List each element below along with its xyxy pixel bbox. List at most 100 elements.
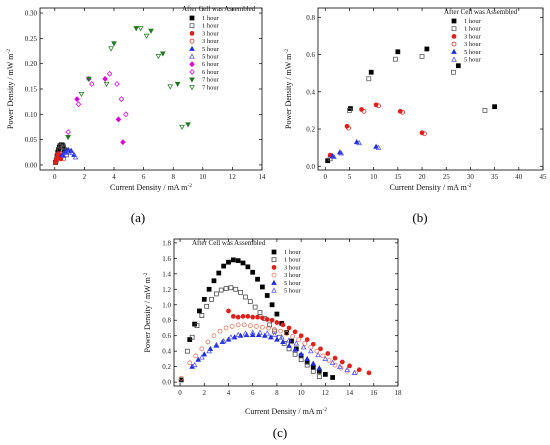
data-point bbox=[356, 139, 362, 146]
data-point bbox=[209, 296, 214, 302]
x-tick-label: 0 bbox=[53, 173, 57, 181]
data-point bbox=[395, 49, 401, 55]
data-point bbox=[284, 331, 289, 336]
data-point bbox=[325, 351, 331, 356]
panel-a: 0 2 4 6 8 10 12 14 0.00 0.05 0.10 0.15 0.20 0.25 0.30 C… bbox=[6, 5, 266, 225]
legend-label: 5 hour bbox=[202, 46, 220, 53]
data-point bbox=[332, 362, 338, 368]
legend-label: 6 hour bbox=[202, 69, 220, 76]
data-point bbox=[361, 108, 367, 114]
data-point bbox=[229, 324, 235, 329]
data-point bbox=[226, 259, 231, 265]
data-point bbox=[264, 330, 271, 336]
data-point bbox=[293, 340, 300, 346]
x-tick-label: 40 bbox=[515, 173, 523, 181]
data-point bbox=[482, 108, 488, 113]
y-tick-label: 0.0 bbox=[162, 379, 171, 387]
data-point bbox=[65, 129, 71, 135]
data-point bbox=[292, 346, 298, 352]
data-point bbox=[329, 359, 336, 365]
data-point bbox=[338, 150, 345, 156]
data-point bbox=[230, 257, 236, 263]
legend-marker bbox=[451, 34, 457, 39]
x-axis-label-sup: -2 bbox=[322, 407, 327, 413]
data-point bbox=[123, 111, 129, 118]
panel-label: (a) bbox=[131, 210, 145, 225]
data-point bbox=[451, 69, 456, 75]
data-point bbox=[60, 152, 67, 158]
y-tick-label: 0.00 bbox=[25, 161, 38, 169]
data-point bbox=[205, 339, 211, 345]
x-tick-label: 25 bbox=[443, 173, 451, 181]
legend-marker bbox=[271, 257, 277, 263]
data-point bbox=[75, 101, 82, 108]
data-point bbox=[233, 286, 239, 292]
data-point bbox=[289, 338, 294, 344]
data-point bbox=[296, 337, 302, 342]
data-point bbox=[148, 28, 154, 34]
legend-marker bbox=[189, 53, 195, 59]
data-point bbox=[278, 334, 285, 340]
data-point bbox=[235, 322, 241, 328]
series-5 bbox=[331, 139, 382, 160]
data-point bbox=[260, 284, 265, 290]
x-axis-label-text: Current Density / mA m bbox=[110, 183, 188, 192]
data-point bbox=[310, 368, 316, 374]
data-point bbox=[347, 108, 352, 113]
legend-marker bbox=[189, 31, 195, 36]
legend-marker bbox=[189, 68, 195, 75]
legend-label: 1 hour bbox=[202, 23, 220, 30]
data-point bbox=[211, 278, 217, 284]
legend-label: 6 hour bbox=[202, 61, 220, 68]
data-point bbox=[58, 143, 64, 149]
data-point bbox=[78, 91, 85, 98]
data-point bbox=[310, 360, 317, 366]
data-point bbox=[346, 125, 351, 131]
legend-marker bbox=[271, 287, 277, 293]
data-point bbox=[103, 81, 110, 88]
data-point bbox=[238, 290, 243, 295]
legend-title: After Cell was Assembled bbox=[444, 8, 518, 16]
data-point bbox=[255, 314, 260, 320]
legend-marker bbox=[451, 56, 457, 62]
legend-label: 7 hour bbox=[202, 84, 220, 91]
data-point bbox=[286, 325, 292, 331]
data-point bbox=[257, 310, 263, 315]
data-point bbox=[187, 360, 193, 366]
data-point bbox=[204, 303, 210, 309]
legend-label: 1 hour bbox=[464, 26, 482, 33]
data-point bbox=[55, 154, 61, 160]
y-tick-label: 0.15 bbox=[25, 86, 38, 94]
x-axis-label: Current Density / mA m-2 bbox=[245, 407, 327, 416]
data-point bbox=[267, 322, 273, 328]
plot-frame bbox=[173, 238, 399, 387]
data-point bbox=[307, 348, 314, 354]
y-tick-label: 1.8 bbox=[162, 239, 171, 247]
data-point bbox=[419, 54, 425, 59]
legend-marker bbox=[451, 41, 457, 47]
data-point bbox=[366, 370, 372, 376]
x-axis-label-text: Current Density / mA m bbox=[390, 183, 468, 192]
y-axis-label: Power Density / mW m-2 bbox=[6, 49, 15, 129]
y-tick-label: 0.25 bbox=[25, 35, 38, 43]
y-axis-label-text: Power Density / mW m bbox=[284, 53, 293, 129]
y-tick-label: 0.30 bbox=[25, 10, 38, 18]
data-point bbox=[235, 331, 242, 338]
y-tick-label: 0.2 bbox=[306, 126, 315, 134]
x-tick-label: 8 bbox=[275, 389, 279, 397]
legend-marker bbox=[189, 61, 195, 68]
x-tick-label: 6 bbox=[142, 173, 146, 181]
x-tick-label: 12 bbox=[322, 389, 330, 397]
data-point bbox=[216, 270, 222, 276]
data-point bbox=[61, 144, 67, 150]
data-point bbox=[245, 313, 251, 319]
legend-marker bbox=[451, 26, 457, 32]
data-point bbox=[300, 344, 307, 350]
legend-label: 5 hour bbox=[284, 288, 302, 295]
legend-label: 1 hour bbox=[284, 249, 302, 256]
legend-title: After Cell was Assembled bbox=[192, 239, 266, 247]
legend-marker bbox=[189, 45, 195, 51]
x-tick-label: 20 bbox=[419, 173, 427, 181]
data-point bbox=[274, 336, 280, 342]
series-9 bbox=[78, 26, 185, 131]
